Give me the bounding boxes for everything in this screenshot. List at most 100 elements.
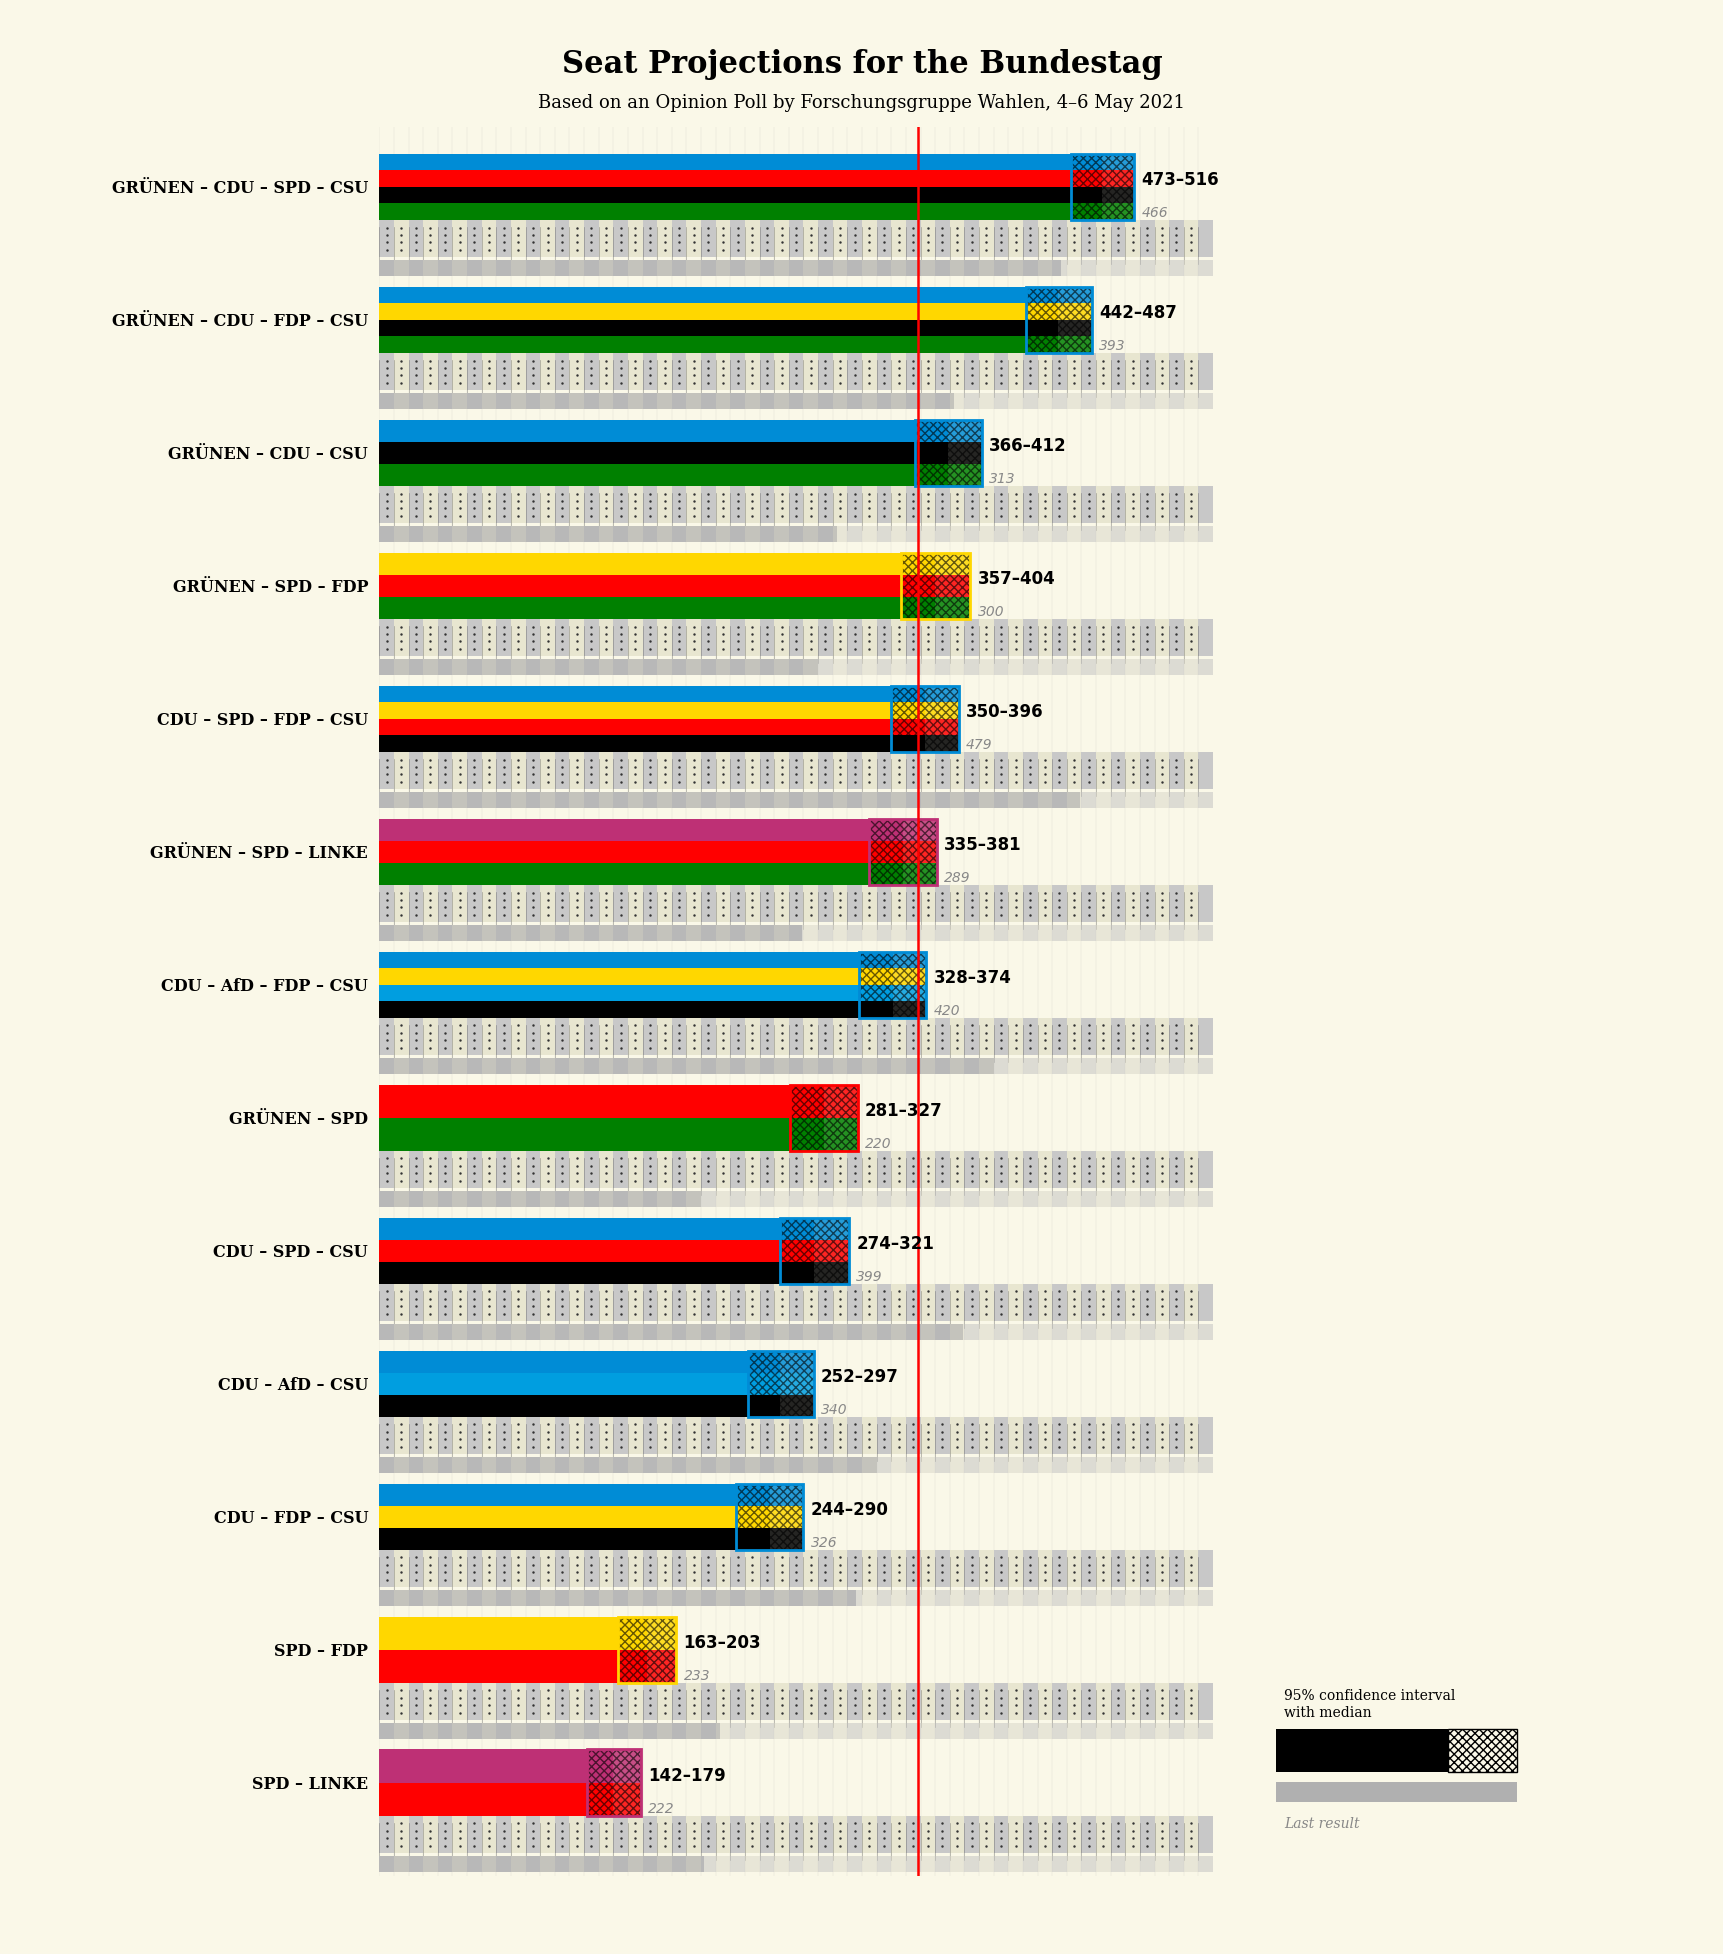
Bar xyxy=(736,1483,803,1507)
Bar xyxy=(1051,1417,1067,1454)
Bar xyxy=(539,885,555,922)
Bar xyxy=(731,752,744,789)
Bar xyxy=(779,1262,848,1284)
Bar xyxy=(451,1417,467,1454)
Bar xyxy=(526,260,539,276)
Bar xyxy=(774,1325,789,1340)
Bar xyxy=(1139,752,1154,789)
Bar xyxy=(1154,885,1168,922)
Bar xyxy=(510,1018,526,1055)
Bar xyxy=(393,1723,408,1739)
Bar xyxy=(1184,1190,1197,1208)
Bar xyxy=(1067,1284,1080,1321)
Bar xyxy=(1184,221,1197,258)
Bar xyxy=(862,1417,875,1454)
Bar xyxy=(949,885,963,922)
Bar xyxy=(584,1591,598,1606)
Bar xyxy=(481,1018,496,1055)
Bar xyxy=(569,1550,584,1587)
Bar xyxy=(1139,487,1154,524)
Bar xyxy=(992,1018,1008,1055)
Bar xyxy=(905,1682,920,1720)
Bar xyxy=(393,619,408,657)
Bar xyxy=(848,260,862,276)
Bar xyxy=(875,1550,891,1587)
Bar xyxy=(744,1284,760,1321)
Bar xyxy=(408,619,422,657)
Bar xyxy=(818,1723,832,1739)
Bar xyxy=(731,1018,744,1055)
Bar xyxy=(1184,924,1197,942)
Bar xyxy=(774,885,789,922)
Bar xyxy=(393,1458,408,1473)
Bar xyxy=(862,393,875,408)
Bar xyxy=(992,619,1008,657)
Bar xyxy=(818,1682,832,1720)
Bar xyxy=(496,1682,510,1720)
Bar xyxy=(789,1682,803,1720)
Bar xyxy=(701,658,715,674)
Bar xyxy=(920,1856,934,1872)
Bar xyxy=(1110,1856,1125,1872)
Bar xyxy=(1080,221,1096,258)
Bar xyxy=(891,487,905,524)
Bar xyxy=(555,619,569,657)
Bar xyxy=(438,658,451,674)
Bar xyxy=(379,354,393,391)
Bar xyxy=(920,658,934,674)
Bar xyxy=(1139,1417,1154,1454)
Bar xyxy=(451,1856,467,1872)
Bar xyxy=(891,1057,905,1075)
Bar xyxy=(760,752,774,789)
Text: 350–396: 350–396 xyxy=(965,703,1042,721)
Bar xyxy=(627,221,643,258)
Bar xyxy=(1125,1550,1139,1587)
Bar xyxy=(1125,260,1139,276)
Bar xyxy=(979,1458,992,1473)
Bar xyxy=(1022,260,1037,276)
Bar xyxy=(862,1815,875,1852)
Bar xyxy=(569,1284,584,1321)
Bar xyxy=(379,952,893,967)
Bar xyxy=(862,1550,875,1587)
Bar xyxy=(1154,1550,1168,1587)
Bar xyxy=(672,1417,686,1454)
Bar xyxy=(1125,487,1139,524)
Bar xyxy=(686,1325,701,1340)
Bar xyxy=(656,1151,672,1188)
Bar xyxy=(408,1284,422,1321)
Bar xyxy=(1154,1591,1168,1606)
Bar xyxy=(539,1815,555,1852)
Bar xyxy=(934,1325,949,1340)
Bar xyxy=(686,1723,701,1739)
Bar xyxy=(979,1151,992,1188)
Bar xyxy=(438,1018,451,1055)
Bar xyxy=(1037,1325,1051,1340)
Bar xyxy=(731,1190,744,1208)
Bar xyxy=(379,1395,779,1417)
Bar xyxy=(949,1682,963,1720)
Bar xyxy=(1022,1458,1037,1473)
Bar xyxy=(920,619,934,657)
Bar xyxy=(915,420,982,487)
Bar xyxy=(832,1190,848,1208)
Bar xyxy=(949,619,963,657)
Bar xyxy=(584,487,598,524)
Bar xyxy=(1139,619,1154,657)
Bar xyxy=(701,1190,715,1208)
Bar xyxy=(715,885,731,922)
Bar xyxy=(539,1417,555,1454)
Bar xyxy=(1037,658,1051,674)
Bar xyxy=(891,791,905,807)
Bar xyxy=(1022,1057,1037,1075)
Bar xyxy=(408,924,422,942)
Bar xyxy=(731,1458,744,1473)
Bar xyxy=(379,1749,613,1782)
Bar xyxy=(481,1417,496,1454)
Bar xyxy=(1184,1550,1197,1587)
Bar xyxy=(379,526,837,541)
Bar xyxy=(451,487,467,524)
Bar xyxy=(715,1856,731,1872)
Bar xyxy=(643,791,656,807)
Bar xyxy=(569,1325,584,1340)
